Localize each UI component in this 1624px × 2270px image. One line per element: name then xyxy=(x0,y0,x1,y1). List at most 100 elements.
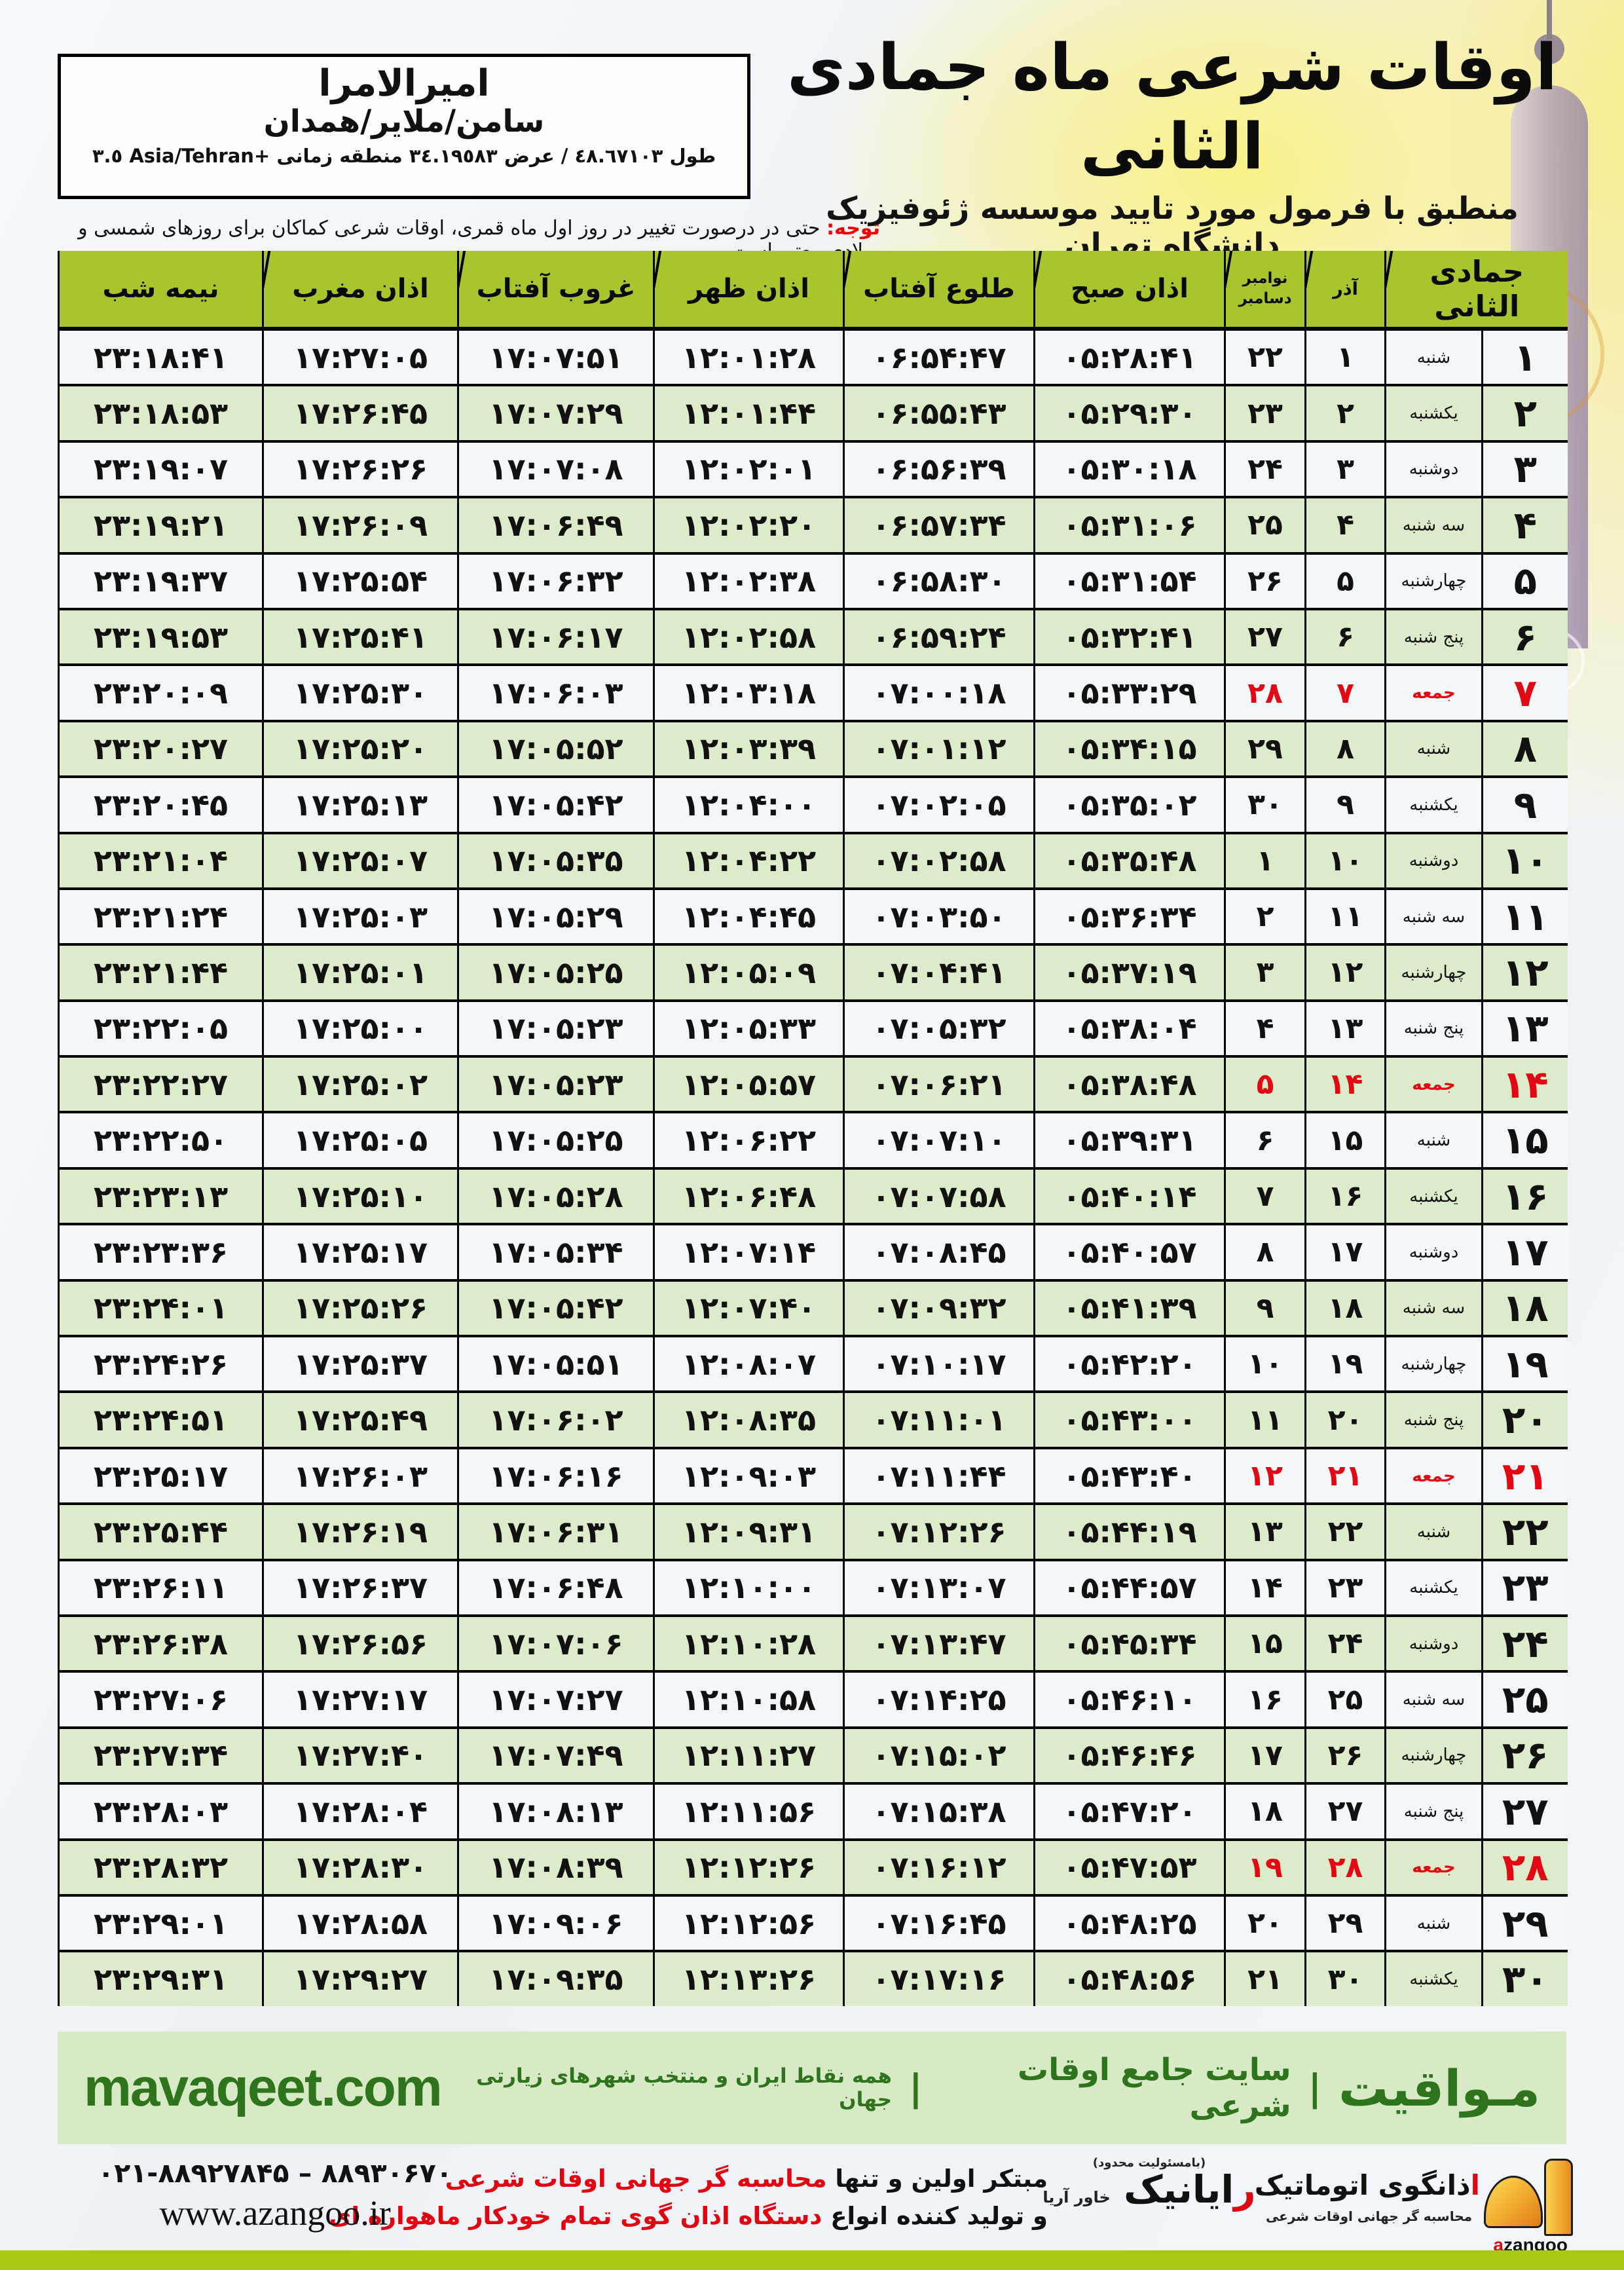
cell-midnight: ۲۳:۲۵:۱۷ xyxy=(58,1447,263,1504)
cell-azar-day: ۶ xyxy=(1304,608,1386,665)
rayanik-subname: خاور آریا xyxy=(1043,2188,1111,2206)
cell-nov-dec-day: ۱۶ xyxy=(1224,1671,1306,1728)
table-row: ۱۶ یکشنبه ۱۶ ۷ ۰۵:۴۰:۱۴ ۰۷:۰۷:۵۸ ۱۲:۰۶:۴… xyxy=(58,1168,1568,1225)
cell-azan-maghreb: ۱۷:۲۸:۰۴ xyxy=(262,1783,458,1840)
cell-azan-maghreb: ۱۷:۲۵:۱۷ xyxy=(262,1224,458,1280)
cell-azar-day: ۹ xyxy=(1304,777,1386,833)
cell-azan-zohr: ۱۲:۰۱:۴۴ xyxy=(653,385,844,441)
header-november: نوامبر xyxy=(1242,269,1288,287)
cell-sunrise: ۰۷:۰۹:۳۲ xyxy=(843,1280,1035,1337)
cell-azan-zohr: ۱۲:۰۴:۴۵ xyxy=(653,888,844,945)
header-december: دسامبر xyxy=(1238,290,1292,307)
cell-azan-maghreb: ۱۷:۲۶:۲۶ xyxy=(262,441,458,498)
cell-nov-dec-day: ۱۰ xyxy=(1224,1336,1306,1392)
cell-day-number: ۱ xyxy=(1481,329,1568,386)
cell-day-number: ۳۰ xyxy=(1481,1951,1568,2006)
table-row: ۲۴ دوشنبه ۲۴ ۱۵ ۰۵:۴۵:۳۴ ۰۷:۱۳:۴۷ ۱۲:۱۰:… xyxy=(58,1615,1568,1672)
cell-day-number: ۱۹ xyxy=(1481,1336,1568,1392)
marketing-text: مبتکر اولین و تنها محاسبه گر جهانی اوقات… xyxy=(329,2160,1048,2235)
cell-azan-maghreb: ۱۷:۲۵:۵۴ xyxy=(262,553,458,609)
table-row: ۱۱ سه شنبه ۱۱ ۲ ۰۵:۳۶:۳۴ ۰۷:۰۳:۵۰ ۱۲:۰۴:… xyxy=(58,888,1568,945)
cell-nov-dec-day: ۲۵ xyxy=(1224,497,1306,553)
cell-day-number: ۱۰ xyxy=(1481,832,1568,889)
azangoo-website-link[interactable]: www.azangoo.ir xyxy=(159,2193,391,2233)
cell-sunset: ۱۷:۰۶:۳۲ xyxy=(457,553,654,609)
cell-midnight: ۲۳:۱۹:۵۳ xyxy=(58,608,263,665)
cell-day-number: ۱۲ xyxy=(1481,944,1568,1001)
cell-azan-maghreb: ۱۷:۲۹:۲۷ xyxy=(262,1951,458,2006)
cell-midnight: ۲۳:۲۲:۲۷ xyxy=(58,1056,263,1113)
cell-sunset: ۱۷:۰۵:۳۴ xyxy=(457,1224,654,1280)
azangoo-wordmark-fa: اذانگوی اتوماتیک xyxy=(1255,2169,1480,2201)
cell-day-number: ۲۷ xyxy=(1481,1783,1568,1840)
cell-nov-dec-day: ۹ xyxy=(1224,1280,1306,1337)
cell-nov-dec-day: ۱۷ xyxy=(1224,1727,1306,1784)
cell-azar-day: ۵ xyxy=(1304,553,1386,609)
cell-azar-day: ۲۷ xyxy=(1304,1783,1386,1840)
cell-weekday: یکشنبه xyxy=(1384,777,1483,833)
cell-azan-sobh: ۰۵:۴۴:۵۷ xyxy=(1033,1559,1225,1616)
cell-midnight: ۲۳:۲۳:۳۶ xyxy=(58,1224,263,1280)
cell-day-number: ۹ xyxy=(1481,777,1568,833)
cell-nov-dec-day: ۱۱ xyxy=(1224,1392,1306,1448)
cell-day-number: ۲۵ xyxy=(1481,1671,1568,1728)
cell-azan-zohr: ۱۲:۰۵:۵۷ xyxy=(653,1056,844,1113)
mavaqeet-domain-link[interactable]: mavaqeet.com xyxy=(84,2058,443,2117)
cell-nov-dec-day: ۱۵ xyxy=(1224,1615,1306,1672)
cell-sunset: ۱۷:۰۵:۵۲ xyxy=(457,720,654,777)
cell-azan-maghreb: ۱۷:۲۶:۰۹ xyxy=(262,497,458,553)
cell-azan-zohr: ۱۲:۰۲:۵۸ xyxy=(653,608,844,665)
cell-azar-day: ۲۹ xyxy=(1304,1895,1386,1952)
cell-azan-sobh: ۰۵:۳۲:۴۱ xyxy=(1033,608,1225,665)
cell-azan-zohr: ۱۲:۰۲:۲۰ xyxy=(653,497,844,553)
cell-weekday: یکشنبه xyxy=(1384,1559,1483,1616)
cell-nov-dec-day: ۴ xyxy=(1224,1000,1306,1057)
cell-sunrise: ۰۷:۱۳:۴۷ xyxy=(843,1615,1035,1672)
cell-weekday: شنبه xyxy=(1384,1895,1483,1952)
table-row: ۲۸ جمعه ۲۸ ۱۹ ۰۵:۴۷:۵۳ ۰۷:۱۶:۱۲ ۱۲:۱۲:۲۶… xyxy=(58,1839,1568,1895)
azangoo-fa-rest: ذانگوی اتوماتیک xyxy=(1254,2169,1471,2201)
cell-azar-day: ۳ xyxy=(1304,441,1386,498)
cell-weekday: شنبه xyxy=(1384,1112,1483,1168)
cell-day-number: ۵ xyxy=(1481,553,1568,609)
cell-sunrise: ۰۷:۰۳:۵۰ xyxy=(843,888,1035,945)
azangoo-fa-initial: ا xyxy=(1470,2169,1480,2201)
cell-azan-maghreb: ۱۷:۲۶:۵۶ xyxy=(262,1615,458,1672)
cell-azan-zohr: ۱۲:۰۷:۴۰ xyxy=(653,1280,844,1337)
cell-sunrise: ۰۶:۵۵:۴۳ xyxy=(843,385,1035,441)
header-midnight: نیمه شب xyxy=(58,251,263,331)
cell-azan-zohr: ۱۲:۰۹:۳۱ xyxy=(653,1504,844,1560)
header-azan-sobh: اذان صبح xyxy=(1033,251,1225,331)
cell-nov-dec-day: ۶ xyxy=(1224,1112,1306,1168)
cell-nov-dec-day: ۲۰ xyxy=(1224,1895,1306,1952)
cell-azan-sobh: ۰۵:۳۵:۰۲ xyxy=(1033,777,1225,833)
cell-sunset: ۱۷:۰۶:۰۲ xyxy=(457,1392,654,1448)
cell-nov-dec-day: ۵ xyxy=(1224,1056,1306,1113)
cell-sunset: ۱۷:۰۶:۳۱ xyxy=(457,1504,654,1560)
cell-sunset: ۱۷:۰۶:۴۹ xyxy=(457,497,654,553)
cell-sunrise: ۰۷:۰۷:۱۰ xyxy=(843,1112,1035,1168)
cell-azan-sobh: ۰۵:۴۰:۵۷ xyxy=(1033,1224,1225,1280)
cell-sunrise: ۰۷:۱۳:۰۷ xyxy=(843,1559,1035,1616)
cell-azan-maghreb: ۱۷:۲۵:۱۰ xyxy=(262,1168,458,1225)
header-azan-zohr: اذان ظهر xyxy=(653,251,844,331)
cell-azar-day: ۲۱ xyxy=(1304,1447,1386,1504)
cell-azan-zohr: ۱۲:۰۳:۳۹ xyxy=(653,720,844,777)
cell-azan-maghreb: ۱۷:۲۵:۳۰ xyxy=(262,665,458,721)
cell-weekday: چهارشنبه xyxy=(1384,1727,1483,1784)
cell-azan-sobh: ۰۵:۴۰:۱۴ xyxy=(1033,1168,1225,1225)
cell-azan-zohr: ۱۲:۱۰:۵۸ xyxy=(653,1671,844,1728)
cell-nov-dec-day: ۲۶ xyxy=(1224,553,1306,609)
table-row: ۲۰ پنج شنبه ۲۰ ۱۱ ۰۵:۴۳:۰۰ ۰۷:۱۱:۰۱ ۱۲:۰… xyxy=(58,1392,1568,1448)
cell-day-number: ۲۳ xyxy=(1481,1559,1568,1616)
cell-azan-maghreb: ۱۷:۲۵:۱۳ xyxy=(262,777,458,833)
table-row: ۳ دوشنبه ۳ ۲۴ ۰۵:۳۰:۱۸ ۰۶:۵۶:۳۹ ۱۲:۰۲:۰۱… xyxy=(58,441,1568,498)
cell-day-number: ۲۹ xyxy=(1481,1895,1568,1952)
cell-azan-sobh: ۰۵:۴۷:۲۰ xyxy=(1033,1783,1225,1840)
cell-azan-zohr: ۱۲:۰۵:۰۹ xyxy=(653,944,844,1001)
cell-midnight: ۲۳:۲۲:۰۵ xyxy=(58,1000,263,1057)
cell-weekday: سه شنبه xyxy=(1384,497,1483,553)
cell-midnight: ۲۳:۱۹:۰۷ xyxy=(58,441,263,498)
cell-weekday: پنج شنبه xyxy=(1384,1392,1483,1448)
contact-block: ۰۲۱-۸۸۹۲۷۸۴۵ – ۸۸۹۳۰۶۷۰ www.azangoo.ir xyxy=(72,2157,478,2233)
